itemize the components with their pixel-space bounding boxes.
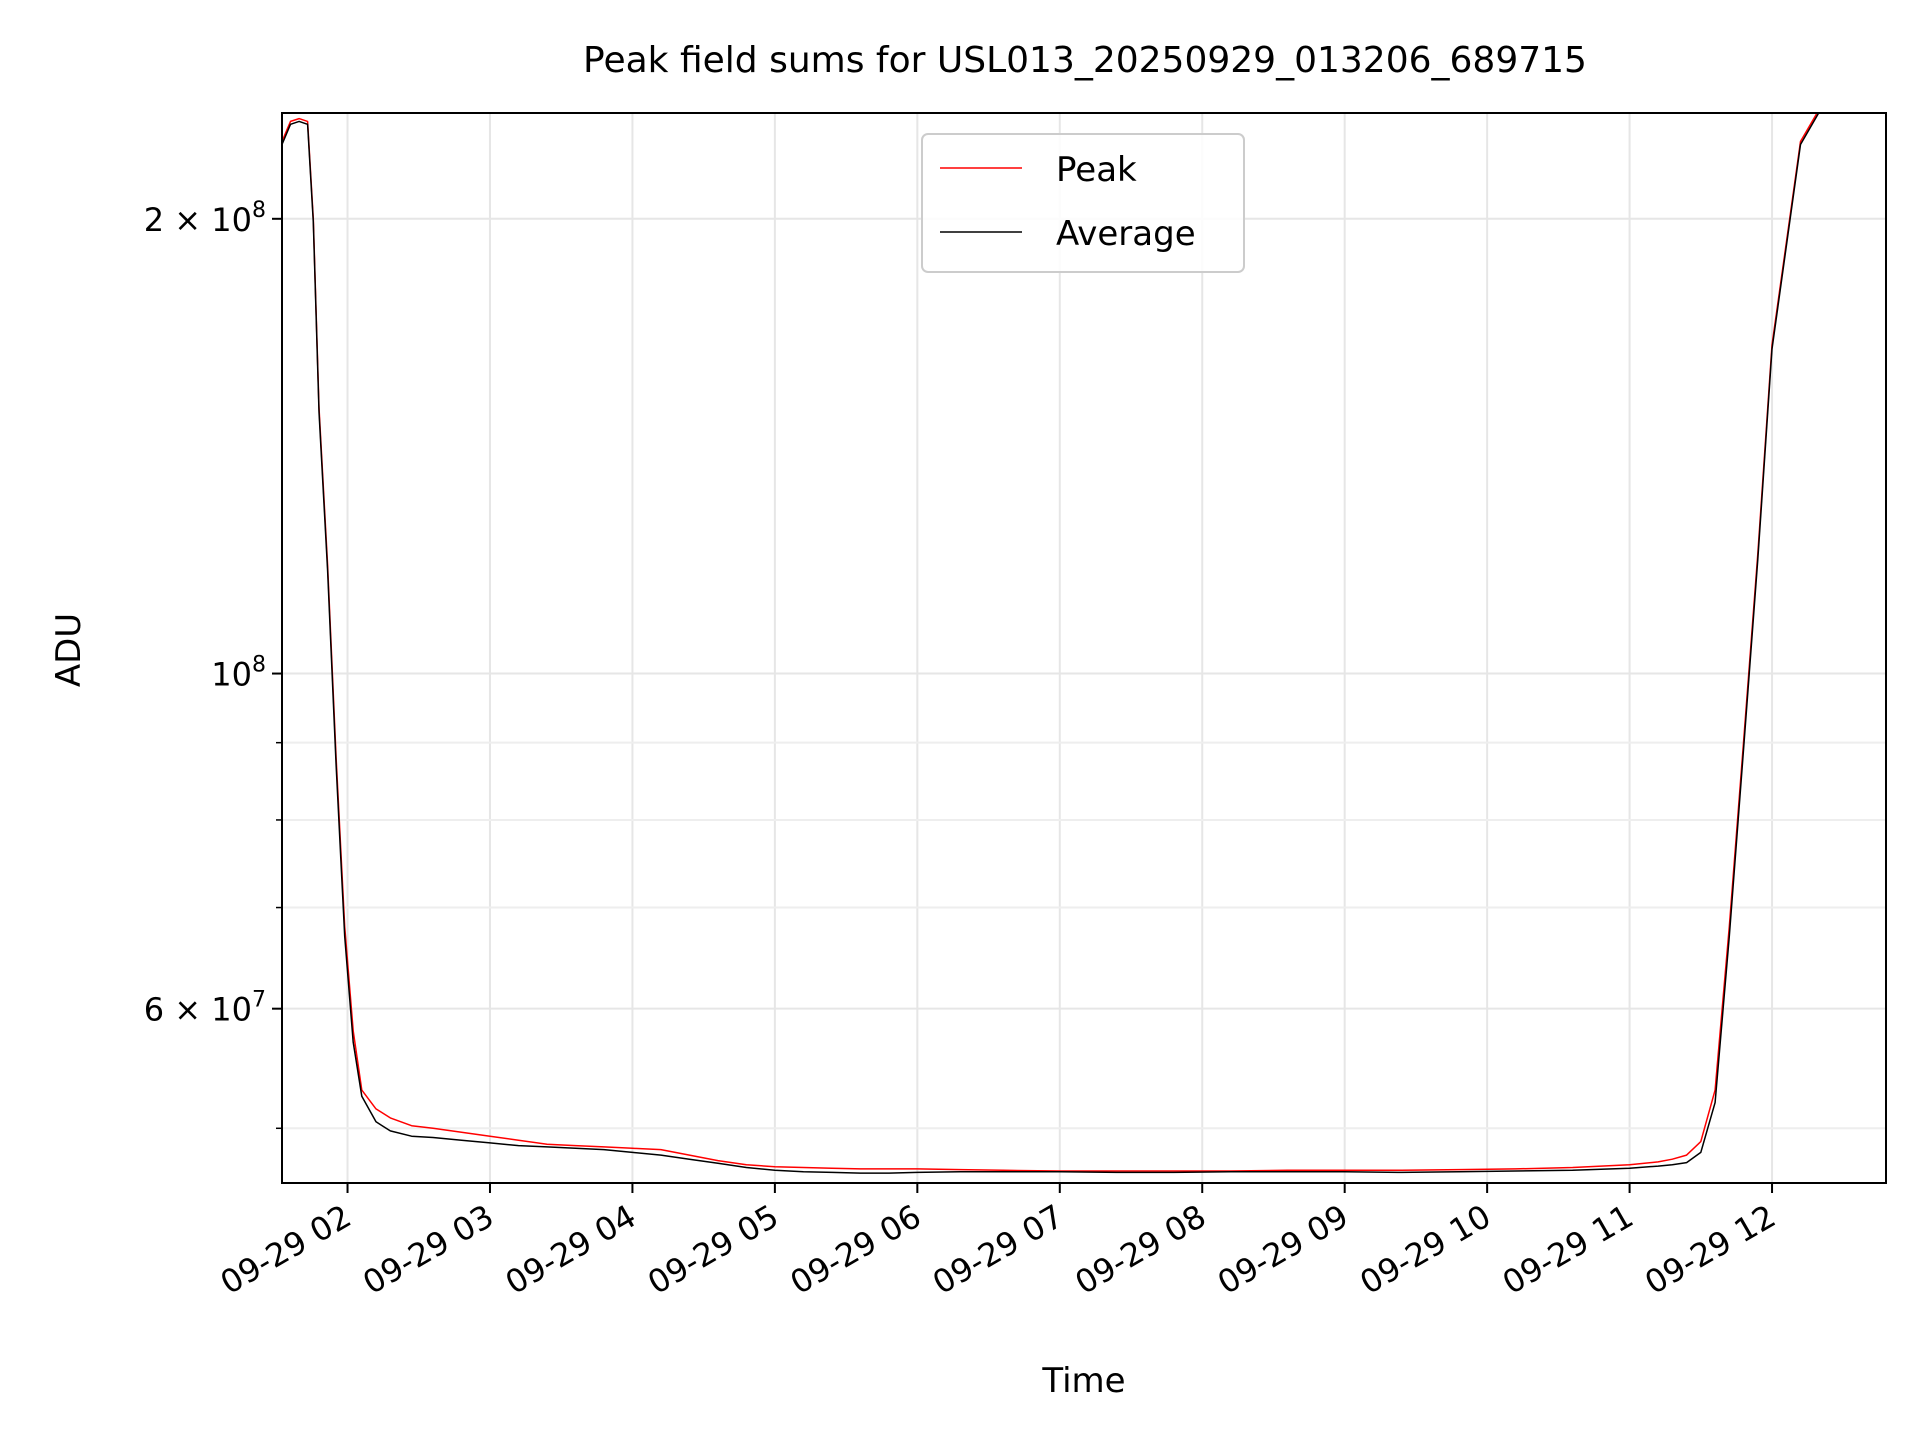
y-tick-label: 2 × 108 (144, 198, 266, 239)
series-line-average (282, 113, 1820, 1174)
y-axis-label: ADU (49, 613, 89, 687)
legend: Peak Average (921, 133, 1245, 273)
series-line-peak (282, 113, 1818, 1172)
legend-label-peak: Peak (1056, 150, 1137, 190)
chart-title: Peak field sums for USL013_20250929_0132… (583, 40, 1587, 81)
plot-frame (281, 112, 1887, 1184)
grid-lines (282, 113, 1886, 1183)
legend-label-average: Average (1056, 214, 1196, 254)
series-lines (282, 113, 1820, 1174)
x-axis-label: Time (1041, 1361, 1125, 1401)
y-tick-label: 6 × 107 (144, 988, 266, 1029)
